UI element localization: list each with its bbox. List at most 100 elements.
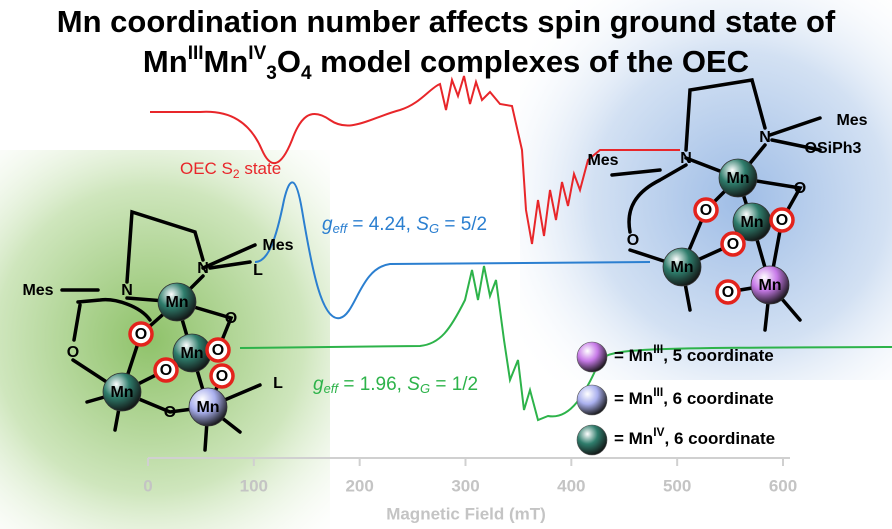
legend-part: = Mn	[614, 429, 653, 448]
label-part: = 1.96,	[338, 374, 407, 395]
atom-label: Mn	[740, 214, 763, 231]
x-tick-label: 600	[769, 476, 797, 495]
atom-label: O	[700, 202, 712, 219]
atom-label: Mes	[262, 237, 293, 254]
atom-label: O	[794, 180, 806, 197]
atom-label: Mn	[196, 399, 219, 416]
legend-part: III	[653, 385, 663, 399]
atom-label: Mes	[836, 112, 867, 129]
label-part: S	[416, 214, 429, 235]
legend-part: , 5 coordinate	[663, 346, 774, 365]
title-part: Mn	[143, 44, 188, 79]
atom-label: Mn	[758, 277, 781, 294]
title-part: Mn	[204, 44, 249, 79]
atom-label: Mes	[587, 152, 618, 169]
legend-swatch	[576, 424, 608, 456]
atom-label: O	[164, 404, 176, 421]
atom-label: O	[67, 344, 79, 361]
label-part: = 1/2	[430, 374, 478, 395]
oxygen-ring	[693, 197, 719, 223]
mn-sphere	[662, 247, 702, 287]
x-tick-label: 400	[557, 476, 585, 495]
atom-label: Mn	[180, 345, 203, 362]
oxygen-ring	[720, 231, 746, 257]
x-axis-label: Magnetic Field (mT)	[386, 504, 546, 523]
atom-label: O	[627, 232, 639, 249]
x-axis: Magnetic Field (mT) 0 100 200 300 400 500 600	[143, 457, 797, 523]
atom-label: L	[253, 262, 263, 279]
legend-part: IV	[653, 425, 664, 439]
atom-label: O	[776, 212, 788, 229]
title: Mn coordination number affects spin grou…	[57, 4, 836, 39]
title-part: III	[188, 43, 204, 64]
oxygen-ring	[205, 337, 231, 363]
legend-swatch	[576, 341, 608, 373]
label-part: 2	[233, 167, 240, 181]
atom-label: O	[160, 362, 172, 379]
mn-sphere	[157, 282, 197, 322]
high-spin-trace	[254, 181, 651, 320]
legend: = MnIII, 5 coordinate= MnIII, 6 coordina…	[576, 341, 775, 456]
label-part: g	[313, 374, 324, 395]
label-part: g	[322, 214, 333, 235]
x-tick-label: 200	[345, 476, 373, 495]
oxygen-ring	[209, 363, 235, 389]
legend-part: , 6 coordinate	[663, 389, 774, 408]
x-tick-label: 500	[663, 476, 691, 495]
green-glow	[0, 150, 330, 529]
label-part: G	[420, 381, 430, 396]
legend-part: = Mn	[614, 346, 653, 365]
x-tick-label: 0	[143, 476, 152, 495]
atom-label: O	[135, 326, 147, 343]
atom-label: O	[212, 342, 224, 359]
atom-label: N	[759, 129, 771, 146]
title: MnIIIMnIV3O4 model complexes of the OEC	[143, 43, 749, 84]
title-part: IV	[248, 43, 266, 64]
oxygen-ring	[128, 321, 154, 347]
low-spin-trace	[239, 265, 892, 422]
atom-label: OSiPh3	[805, 140, 862, 157]
legend-part: , 6 coordinate	[665, 429, 776, 448]
mn-sphere	[750, 265, 790, 305]
legend-entry: = MnIII, 5 coordinate	[614, 342, 774, 365]
x-tick-label: 300	[451, 476, 479, 495]
label-part: = 5/2	[439, 214, 487, 235]
label-part: eff	[333, 221, 349, 236]
oxygen-ring	[769, 207, 795, 233]
label-part: state	[240, 159, 282, 178]
atom-label: O	[216, 368, 228, 385]
label-part: OEC S	[180, 159, 233, 178]
atom-label: Mn	[110, 384, 133, 401]
oxygen-ring	[153, 357, 179, 383]
label-part: G	[429, 221, 439, 236]
oxygen-ring	[715, 279, 741, 305]
legend-part: III	[653, 342, 663, 356]
atom-label: N	[197, 260, 209, 277]
label-part: = 4.24,	[347, 214, 416, 235]
title-part: O	[277, 44, 301, 79]
mn-sphere	[102, 372, 142, 412]
label-part: S	[407, 374, 420, 395]
atom-label: Mn	[670, 259, 693, 276]
high-spin-label: geff = 4.24, SG = 5/2	[322, 214, 487, 236]
mn-sphere	[718, 158, 758, 198]
x-tick-label: 100	[240, 476, 268, 495]
atom-label: L	[273, 375, 283, 392]
atom-label: O	[722, 284, 734, 301]
atom-label: Mes	[22, 282, 53, 299]
legend-entry: = MnIV, 6 coordinate	[614, 425, 775, 448]
title-part: 3	[266, 63, 277, 84]
blue-glow	[520, 0, 892, 380]
title-part: 4	[301, 63, 312, 84]
oec-label: OEC S2 state	[180, 159, 281, 181]
atom-label: Mn	[726, 170, 749, 187]
mn-sphere	[188, 387, 228, 427]
label-part: eff	[324, 381, 340, 396]
atom-label: O	[727, 236, 739, 253]
atom-label: N	[680, 150, 692, 167]
atom-label: O	[225, 310, 237, 327]
title-part: model complexes of the OEC	[312, 44, 750, 79]
oec-trace	[150, 75, 680, 245]
